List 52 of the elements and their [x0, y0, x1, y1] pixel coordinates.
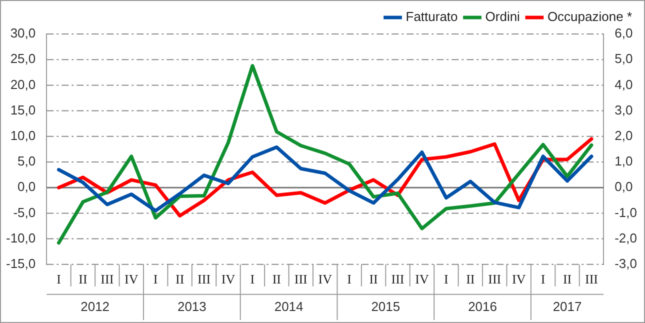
y-tick-label: 15,0 — [10, 102, 36, 118]
x-tick-label: III — [391, 272, 404, 287]
y2-tick-label: 5,0 — [614, 51, 633, 66]
y2-tick-label: 1,0 — [614, 154, 633, 169]
y2-tick-label: 6,0 — [614, 26, 633, 41]
text: 2017 — [552, 298, 582, 314]
y2-tick-label: 4,0 — [614, 76, 633, 92]
x-tick-label: III — [584, 272, 598, 287]
x-tick-label: III — [100, 272, 114, 287]
y2-tick-label: 2,0 — [614, 128, 633, 143]
y-tick-label: -5,0 — [13, 204, 36, 220]
x-tick-label: IV — [221, 272, 236, 287]
x-tick-label: IV — [415, 272, 430, 287]
x-tick-label: II — [272, 272, 282, 287]
y-tick-label: 10,0 — [10, 128, 36, 143]
y-tick-label: 20,0 — [10, 76, 36, 92]
text: 2012 — [80, 298, 110, 314]
text: 2015 — [371, 298, 400, 314]
x-tick-label: IV — [318, 272, 333, 287]
x-tick-label: II — [466, 272, 475, 287]
y2-tick-label: -2,0 — [614, 230, 638, 246]
x-tick-label: I — [444, 272, 448, 287]
y-tick-label: 25,0 — [10, 51, 36, 66]
x-tick-label: II — [369, 272, 378, 287]
legend-label: Ordini — [485, 9, 520, 24]
x-tick-label: I — [347, 272, 352, 287]
y2-tick-label: 0,0 — [614, 179, 633, 194]
text: 2014 — [274, 298, 304, 314]
y2-tick-label: -1,0 — [614, 204, 638, 220]
text: 2013 — [177, 298, 206, 314]
x-tick-label: III — [294, 272, 308, 287]
y-tick-label: -15,0 — [6, 256, 36, 271]
x-tick-label: III — [198, 272, 211, 287]
y-tick-label: 30,0 — [10, 26, 36, 41]
x-tick-label: I — [250, 272, 255, 287]
y-tick-label: 0,0 — [18, 179, 36, 194]
x-tick-label: II — [78, 272, 88, 287]
x-tick-label: II — [562, 272, 572, 287]
legend-label: Fatturato — [406, 9, 458, 24]
x-tick-label: I — [540, 272, 546, 287]
x-tick-label: III — [488, 272, 502, 287]
x-tick-label: II — [175, 272, 184, 287]
legend-label: Occupazione * — [547, 9, 632, 24]
y-tick-label: -10,0 — [6, 230, 36, 246]
y-tick-label: 5,0 — [18, 154, 36, 169]
x-tick-label: IV — [512, 272, 526, 287]
x-tick-label: IV — [124, 272, 139, 287]
text: 2016 — [468, 298, 497, 314]
y2-tick-label: -3,0 — [614, 256, 638, 271]
x-tick-label: I — [153, 272, 158, 287]
y2-tick-label: 3,0 — [614, 102, 633, 118]
x-tick-label: I — [56, 272, 61, 287]
